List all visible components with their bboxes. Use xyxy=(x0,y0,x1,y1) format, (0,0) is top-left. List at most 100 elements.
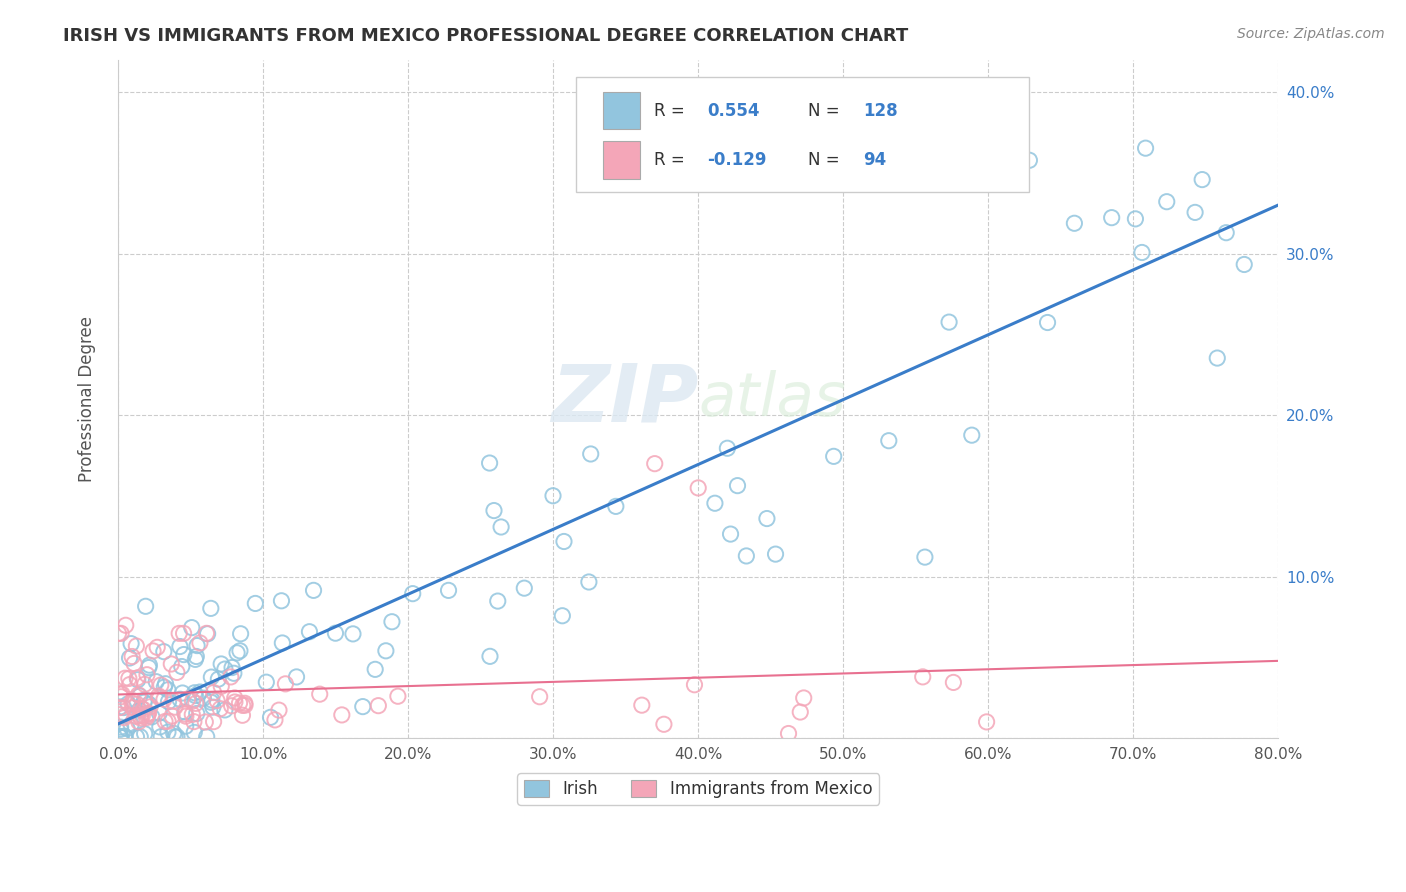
Point xyxy=(186,649,208,664)
Point xyxy=(228,696,250,710)
Point xyxy=(134,677,156,691)
Point xyxy=(138,698,160,712)
Point xyxy=(153,645,176,659)
Point xyxy=(118,677,141,691)
Point xyxy=(117,697,139,711)
Point xyxy=(652,717,675,731)
Point xyxy=(114,618,136,632)
Point xyxy=(131,708,153,723)
Point xyxy=(352,699,374,714)
Text: Source: ZipAtlas.com: Source: ZipAtlas.com xyxy=(1237,27,1385,41)
Point xyxy=(630,698,652,713)
Point xyxy=(167,626,190,640)
Point xyxy=(136,667,159,681)
Point xyxy=(128,714,150,729)
Point xyxy=(200,601,222,615)
Point xyxy=(155,677,177,691)
Point xyxy=(139,699,162,714)
Point xyxy=(720,527,742,541)
Point xyxy=(755,511,778,525)
Point xyxy=(229,626,252,640)
FancyBboxPatch shape xyxy=(603,142,640,178)
Point xyxy=(153,714,176,729)
Point xyxy=(993,165,1015,179)
Point xyxy=(364,662,387,676)
Point xyxy=(195,730,218,744)
Text: R =: R = xyxy=(654,102,690,120)
Point xyxy=(118,651,141,665)
Point xyxy=(1191,172,1213,186)
Point xyxy=(541,489,564,503)
Point xyxy=(478,456,501,470)
Point xyxy=(201,693,224,707)
Point xyxy=(183,686,205,700)
Point xyxy=(114,730,136,744)
Point xyxy=(219,670,242,684)
Point xyxy=(163,700,186,714)
Point xyxy=(125,730,148,744)
Point xyxy=(146,640,169,655)
Point xyxy=(186,706,208,721)
Point xyxy=(112,700,135,714)
Point xyxy=(163,726,186,740)
Text: N =: N = xyxy=(808,151,845,169)
Point xyxy=(194,714,217,729)
Point xyxy=(1184,205,1206,219)
Point xyxy=(271,636,294,650)
Point xyxy=(233,698,256,713)
Point xyxy=(156,725,179,739)
Point xyxy=(195,626,218,640)
Point xyxy=(231,708,253,723)
Point xyxy=(169,692,191,706)
Text: ZIP: ZIP xyxy=(551,360,699,438)
Point xyxy=(207,672,229,686)
Point xyxy=(976,714,998,729)
Point xyxy=(188,685,211,699)
Point xyxy=(1130,245,1153,260)
Point xyxy=(688,481,710,495)
Point xyxy=(703,496,725,510)
Point xyxy=(979,154,1001,169)
Point xyxy=(342,627,364,641)
Point xyxy=(166,730,188,744)
Point xyxy=(148,689,170,703)
Point xyxy=(108,687,131,701)
Y-axis label: Professional Degree: Professional Degree xyxy=(79,316,96,482)
Point xyxy=(120,717,142,731)
Point xyxy=(108,700,131,714)
Point xyxy=(166,665,188,680)
Point xyxy=(110,690,132,704)
Point xyxy=(149,678,172,692)
Point xyxy=(298,624,321,639)
Point xyxy=(129,730,152,744)
Point xyxy=(183,714,205,729)
Point xyxy=(115,722,138,736)
Point xyxy=(135,599,157,614)
Point xyxy=(181,707,204,722)
Point xyxy=(162,694,184,708)
Point xyxy=(302,583,325,598)
Point xyxy=(132,695,155,709)
Point xyxy=(149,720,172,734)
Point xyxy=(157,695,180,709)
Point xyxy=(259,710,281,724)
Point xyxy=(197,626,219,640)
Point xyxy=(160,709,183,723)
Point xyxy=(200,670,222,684)
Point xyxy=(437,583,460,598)
Point xyxy=(367,698,389,713)
Point xyxy=(553,534,575,549)
Point xyxy=(136,708,159,723)
Point xyxy=(118,672,141,686)
Point xyxy=(942,675,965,690)
Point xyxy=(129,701,152,715)
Point xyxy=(578,574,600,589)
Point xyxy=(1233,258,1256,272)
Text: N =: N = xyxy=(808,102,845,120)
Point xyxy=(308,687,330,701)
Point xyxy=(482,503,505,517)
Point xyxy=(121,693,143,707)
Point xyxy=(267,703,290,717)
Point xyxy=(173,626,195,640)
Point xyxy=(114,729,136,743)
